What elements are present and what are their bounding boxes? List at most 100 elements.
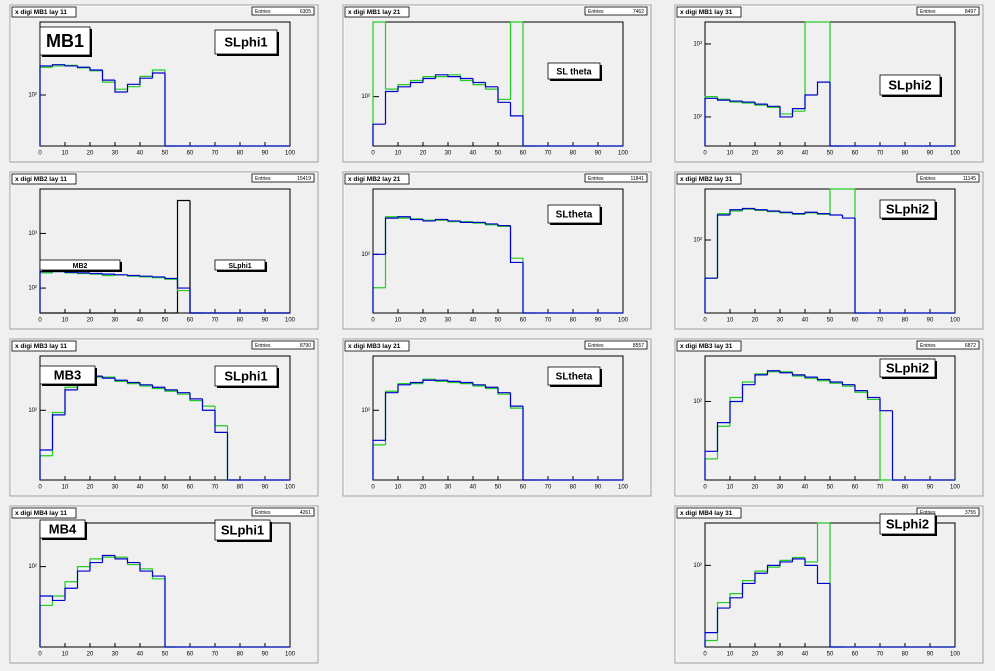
- histogram-bin: [384, 22, 398, 90]
- x-tick-label: 90: [927, 485, 934, 491]
- panel: x digi MB3 lay 21 Entries 8557 0 10 20 30 40 50 6…: [342, 338, 652, 497]
- histogram-bin: [779, 210, 793, 213]
- y-tick-label: 10²: [693, 238, 702, 244]
- histogram-bin: [754, 102, 768, 105]
- histogram-bin: [891, 410, 905, 481]
- x-tick-label: 20: [420, 485, 427, 491]
- panel: x digi MB1 lay 31 Entries 8497 0 10 20 30 40 50 6…: [674, 4, 984, 163]
- histogram-bin: [164, 387, 178, 391]
- annotation: SLtheta: [556, 210, 593, 221]
- panel: x digi MB4 lay 11 Entries 4261 0 10 20 30 40 50 6…: [9, 505, 319, 664]
- annotation: SLtheta: [556, 372, 593, 383]
- x-tick-label: 10: [395, 485, 402, 491]
- y-tick-label: 10²: [361, 408, 370, 414]
- histogram-bin: [779, 561, 793, 566]
- stats-value: 6872: [965, 343, 976, 349]
- y-tick-label: 10²: [693, 115, 702, 121]
- chart-title: x digi MB3 lay 31: [680, 343, 733, 350]
- histogram-bin: [164, 276, 178, 280]
- x-tick-label: 50: [495, 485, 502, 491]
- stats-box: [916, 173, 980, 183]
- x-tick-label: 30: [112, 485, 119, 491]
- histogram-bin: [384, 217, 398, 255]
- histogram-bin: [484, 82, 498, 88]
- x-tick-label: 30: [445, 151, 452, 157]
- x-tick-label: 0: [38, 485, 42, 491]
- histogram-bin: [51, 595, 65, 602]
- stats-value: 4261: [300, 510, 311, 516]
- x-tick-label: 0: [703, 485, 707, 491]
- chart-title: x digi MB1 lay 21: [348, 9, 401, 16]
- stats-box: [584, 340, 648, 350]
- histogram-bin: [754, 208, 768, 211]
- x-tick-label: 40: [802, 151, 809, 157]
- histogram-bin: [766, 104, 780, 107]
- histogram-bin: [804, 21, 818, 112]
- panel: x digi MB2 lay 11 Entries 15419 0 10 20 30 40 50…: [9, 171, 319, 330]
- stats-label: Entries: [588, 343, 604, 349]
- x-tick-label: 60: [187, 151, 194, 157]
- stats-label: Entries: [588, 176, 604, 182]
- histogram-bin: [214, 410, 228, 434]
- x-tick-label: 20: [87, 652, 94, 658]
- panel: x digi MB1 lay 11 Entries 6305 0 10 20 30 40 50 6…: [9, 4, 319, 163]
- x-tick-label: 10: [62, 652, 69, 658]
- histogram-bin: [816, 522, 830, 562]
- x-tick-label: 50: [162, 652, 169, 658]
- panel-bevel: [343, 339, 650, 495]
- title-box: [11, 507, 77, 519]
- histogram-bin: [397, 216, 411, 219]
- panel-bevel: [10, 5, 317, 161]
- histogram-bin: [397, 86, 411, 92]
- x-tick-label: 90: [927, 151, 934, 157]
- x-tick-label: 60: [852, 151, 859, 157]
- panel: x digi MB4 lay 31 Entries 3755 0 10 20 30 40 50 6…: [674, 505, 984, 664]
- histogram-bin: [509, 225, 523, 264]
- x-tick-label: 40: [470, 151, 477, 157]
- annotation: SLphi2: [888, 77, 931, 92]
- title-box: [676, 507, 742, 519]
- title-box: [11, 173, 77, 185]
- title-box: [676, 340, 742, 352]
- histogram-bin: [384, 216, 398, 288]
- annotation: MB3: [54, 367, 81, 382]
- histogram-bin: [447, 380, 461, 382]
- histogram-bin: [372, 123, 386, 146]
- y-tick-label: 10²: [28, 408, 37, 414]
- histogram-bin: [189, 392, 203, 400]
- x-tick-label: 70: [212, 318, 219, 324]
- x-tick-label: 50: [495, 151, 502, 157]
- x-tick-label: 90: [595, 318, 602, 324]
- x-tick-label: 40: [137, 652, 144, 658]
- x-tick-label: 40: [137, 318, 144, 324]
- x-tick-label: 80: [237, 485, 244, 491]
- x-tick-label: 70: [877, 652, 884, 658]
- x-tick-label: 0: [703, 318, 707, 324]
- histogram-bin: [39, 595, 53, 647]
- histogram-bin: [89, 67, 103, 71]
- stats-value: 6305: [300, 9, 311, 15]
- title-box: [344, 173, 410, 185]
- x-tick-label: 30: [445, 318, 452, 324]
- histogram-bin: [804, 94, 818, 109]
- histogram-bin: [459, 220, 473, 224]
- histogram-bin: [704, 97, 718, 146]
- chart-title: x digi MB2 lay 31: [680, 176, 733, 183]
- x-tick-label: 30: [112, 652, 119, 658]
- histogram-bin: [716, 214, 730, 279]
- histogram-bin: [459, 76, 473, 80]
- y-tick-label: 10³: [28, 231, 37, 237]
- histogram-bin: [854, 384, 868, 392]
- chart-title: x digi MB3 lay 21: [348, 343, 401, 350]
- panel-bevel: [675, 172, 982, 328]
- annotation: SLphi1: [224, 34, 267, 49]
- histogram-bin: [126, 558, 140, 564]
- annotation-box: [214, 365, 278, 387]
- histogram-bin: [791, 558, 805, 562]
- annotation: SLphi2: [886, 516, 929, 531]
- panel-bevel: [10, 339, 317, 495]
- stats-box: [916, 6, 980, 16]
- x-tick-label: 20: [752, 652, 759, 658]
- x-tick-label: 70: [877, 318, 884, 324]
- histogram-bin: [64, 389, 78, 415]
